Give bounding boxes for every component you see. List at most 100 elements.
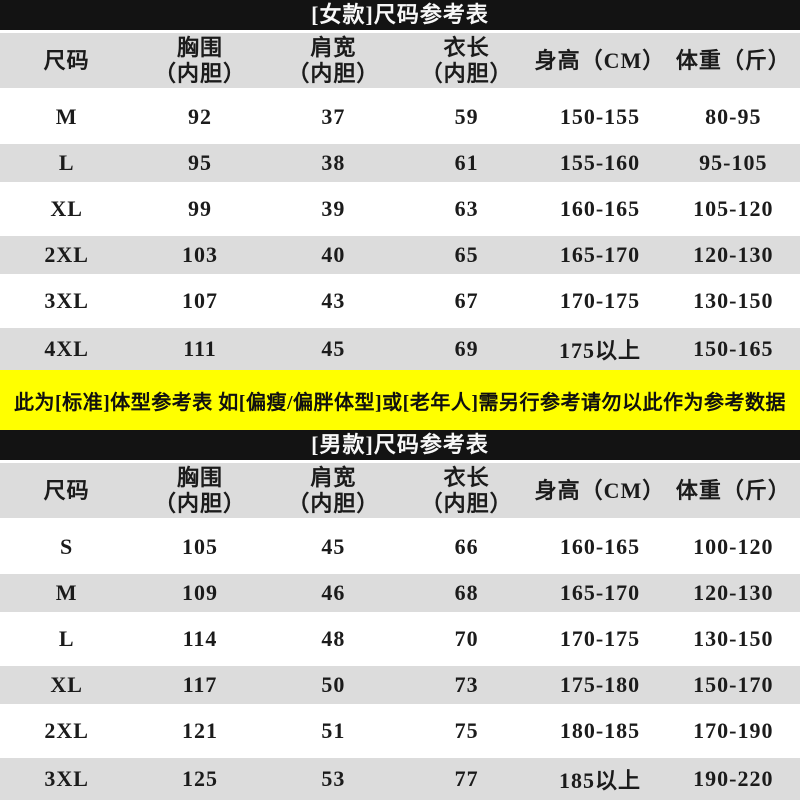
- table-cell: 61: [454, 150, 479, 175]
- table-cell: 95: [187, 150, 212, 175]
- table-cell: 117: [182, 672, 218, 697]
- column-header: 衣长 （内胆）: [420, 464, 513, 516]
- table-cell: 165-170: [559, 242, 641, 267]
- table-row: 3XL 125 53 77 185以上 190-220: [0, 754, 800, 800]
- table-cell: 77: [454, 766, 479, 791]
- table-cell: 43: [321, 288, 346, 313]
- table-cell: 2XL: [44, 242, 89, 267]
- table-row: 2XL 103 40 65 165-170 120-130: [0, 232, 800, 278]
- column-header: 尺码: [43, 47, 90, 73]
- table-cell: 48: [321, 626, 346, 651]
- table-cell: S: [60, 534, 74, 559]
- table-row: L 114 48 70 170-175 130-150: [0, 616, 800, 662]
- men-table-rows: S 105 45 66 160-165 100-120 M 109 46 68 165-170 120…: [0, 524, 800, 800]
- table-cell: 105-120: [693, 196, 774, 221]
- table-cell: 190-220: [693, 766, 774, 791]
- table-cell: 70: [454, 626, 479, 651]
- column-header: 尺码: [43, 477, 90, 503]
- table-cell: 59: [454, 104, 479, 129]
- table-cell: 160-165: [559, 534, 641, 559]
- table-cell: L: [58, 150, 75, 175]
- table-cell: 66: [454, 534, 479, 559]
- table-cell: 68: [454, 580, 479, 605]
- table-cell: 45: [321, 534, 346, 559]
- table-row: L 95 38 61 155-160 95-105: [0, 140, 800, 186]
- table-row: 3XL 107 43 67 170-175 130-150: [0, 278, 800, 324]
- table-cell: 4XL: [44, 336, 89, 361]
- table-cell: 121: [181, 718, 218, 743]
- column-header: 体重（斤）: [675, 477, 791, 503]
- table-cell: 75: [454, 718, 479, 743]
- table-row: M 109 46 68 165-170 120-130: [0, 570, 800, 616]
- men-table-title: [男款]尺码参考表: [0, 430, 800, 460]
- table-cell: 170-175: [559, 626, 641, 651]
- women-table-rows: M 92 37 59 150-155 80-95 L 95 38 61 155-160 95-105 X…: [0, 94, 800, 370]
- table-row: S 105 45 66 160-165 100-120: [0, 524, 800, 570]
- table-cell: 95-105: [699, 150, 768, 175]
- table-cell: 111: [183, 336, 217, 361]
- table-cell: 65: [454, 242, 479, 267]
- table-cell: 3XL: [44, 766, 89, 791]
- women-column-header-row: 尺码 胸围 （内胆） 肩宽 （内胆） 衣长 （内胆） 身高（CM） 体重（斤）: [0, 30, 800, 94]
- table-cell: 103: [181, 242, 218, 267]
- table-cell: M: [55, 104, 78, 129]
- women-table-title: [女款]尺码参考表: [0, 0, 800, 30]
- table-cell: XL: [50, 196, 83, 221]
- table-cell: 53: [321, 766, 346, 791]
- table-cell: 185以上: [558, 768, 641, 793]
- standard-body-notice-banner: 此为[标准]体型参考表 如[偏瘦/偏胖体型]或[老年人]需另行参考请勿以此作为参…: [0, 370, 800, 430]
- table-cell: M: [55, 580, 78, 605]
- table-cell: 100-120: [693, 534, 774, 559]
- table-row: 4XL 111 45 69 175以上 150-165: [0, 324, 800, 370]
- men-column-header-row: 尺码 胸围 （内胆） 肩宽 （内胆） 衣长 （内胆） 身高（CM） 体重（斤）: [0, 460, 800, 524]
- table-cell: 99: [187, 196, 212, 221]
- column-header: 胸围 （内胆）: [153, 464, 246, 516]
- table-cell: 51: [321, 718, 346, 743]
- table-row: M 92 37 59 150-155 80-95: [0, 94, 800, 140]
- table-cell: 45: [321, 336, 346, 361]
- table-cell: 175-180: [559, 672, 641, 697]
- table-cell: 180-185: [559, 718, 641, 743]
- table-cell: 130-150: [693, 288, 774, 313]
- column-header: 体重（斤）: [675, 47, 791, 73]
- column-header: 肩宽 （内胆）: [287, 464, 380, 516]
- table-cell: 46: [321, 580, 346, 605]
- table-cell: 125: [181, 766, 218, 791]
- table-cell: 150-155: [559, 104, 641, 129]
- table-cell: 170-190: [693, 718, 774, 743]
- table-cell: 50: [321, 672, 346, 697]
- table-cell: 38: [321, 150, 346, 175]
- table-row: XL 99 39 63 160-165 105-120: [0, 186, 800, 232]
- table-cell: 130-150: [693, 626, 774, 651]
- table-cell: 170-175: [559, 288, 641, 313]
- table-cell: 155-160: [559, 150, 641, 175]
- table-cell: 114: [182, 626, 218, 651]
- table-cell: XL: [50, 672, 83, 697]
- men-size-table: [男款]尺码参考表 尺码 胸围 （内胆） 肩宽 （内胆） 衣长 （内胆） 身高（CM） 体重（斤…: [0, 430, 800, 800]
- table-cell: 150-170: [693, 672, 774, 697]
- table-cell: 37: [321, 104, 346, 129]
- table-cell: 3XL: [44, 288, 89, 313]
- table-row: 2XL 121 51 75 180-185 170-190: [0, 708, 800, 754]
- column-header: 身高（CM）: [534, 477, 666, 503]
- table-cell: 40: [321, 242, 346, 267]
- table-cell: 67: [454, 288, 479, 313]
- table-cell: L: [58, 626, 75, 651]
- table-cell: 2XL: [44, 718, 89, 743]
- column-header: 身高（CM）: [534, 47, 666, 73]
- table-cell: 69: [454, 336, 479, 361]
- column-header: 衣长 （内胆）: [420, 34, 513, 86]
- table-cell: 175以上: [558, 338, 641, 363]
- table-cell: 150-165: [693, 336, 774, 361]
- table-cell: 73: [454, 672, 479, 697]
- column-header: 肩宽 （内胆）: [287, 34, 380, 86]
- women-size-table: [女款]尺码参考表 尺码 胸围 （内胆） 肩宽 （内胆） 衣长 （内胆） 身高（CM） 体重（斤…: [0, 0, 800, 370]
- table-cell: 120-130: [693, 242, 774, 267]
- table-cell: 107: [181, 288, 218, 313]
- table-cell: 63: [454, 196, 479, 221]
- table-cell: 120-130: [693, 580, 774, 605]
- table-cell: 105: [181, 534, 218, 559]
- table-cell: 39: [321, 196, 346, 221]
- column-header: 胸围 （内胆）: [153, 34, 246, 86]
- table-cell: 80-95: [705, 104, 762, 129]
